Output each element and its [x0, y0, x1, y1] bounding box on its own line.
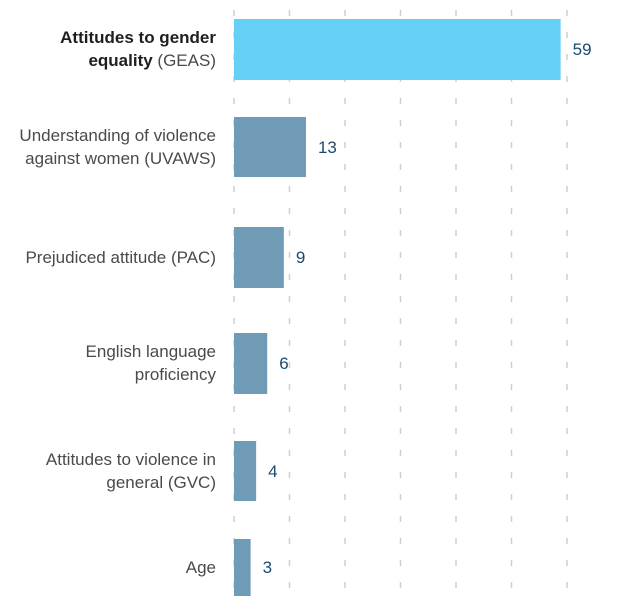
value-label: 6	[279, 354, 288, 373]
category-label: Understanding of violence against women …	[16, 124, 216, 170]
bar	[234, 333, 268, 394]
category-label-bold: Attitudes to gender equality	[60, 28, 216, 70]
category-label: Prejudiced attitude (PAC)	[16, 246, 216, 269]
category-label-text: (GEAS)	[152, 51, 216, 70]
value-label: 9	[296, 248, 305, 267]
bar	[234, 227, 284, 288]
value-label: 59	[573, 40, 592, 59]
category-label: Attitudes to gender equality (GEAS)	[1, 26, 216, 72]
category-label: Age	[16, 556, 216, 579]
category-label: English language proficiency	[16, 340, 216, 386]
category-label-text: Understanding of violence against women …	[19, 126, 216, 168]
category-label-text: Attitudes to violence in general (GVC)	[45, 450, 216, 492]
bar	[234, 539, 251, 596]
bar	[234, 19, 561, 80]
value-label: 4	[268, 462, 277, 481]
category-label: Attitudes to violence in general (GVC)	[6, 448, 216, 494]
category-label-text: Age	[185, 557, 216, 577]
bar	[234, 117, 306, 177]
value-label: 13	[318, 138, 337, 157]
value-label: 3	[263, 558, 272, 577]
bar	[234, 441, 257, 501]
category-label-text: English language proficiency	[85, 342, 216, 384]
category-label-text: Prejudiced attitude (PAC)	[25, 247, 216, 267]
